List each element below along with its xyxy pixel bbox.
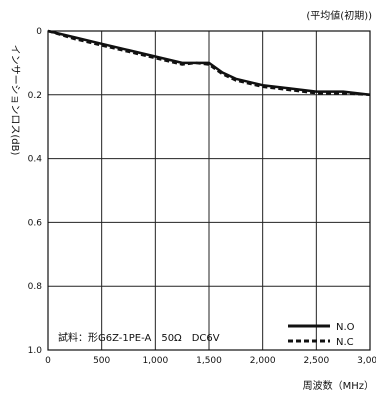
plot-border	[47, 30, 371, 351]
x-tick-label: 500	[93, 356, 110, 366]
legend: N.O N.C	[288, 322, 355, 348]
y-tick-label: 0.8	[28, 282, 43, 292]
annotation-sample: 試料：形G6Z-1PE-A 50Ω DC6V	[58, 331, 220, 344]
legend-label-no: N.O	[336, 322, 355, 333]
x-tick-label: 2,500	[303, 356, 329, 366]
y-tick-label: 0.4	[28, 155, 43, 165]
x-axis-label: 周波数（MHz）	[303, 379, 374, 392]
y-axis-label: インサーションロス(dB)	[9, 45, 21, 156]
legend-label-nc: N.C	[336, 337, 354, 348]
series-line-nc	[47, 29, 371, 97]
chart-subtitle: (平均値(初期))	[306, 9, 372, 22]
plot-frame	[47, 30, 371, 351]
x-tick-label: 1,500	[196, 356, 222, 366]
y-tick-label: 0.6	[28, 218, 43, 228]
ticks: 0 500 1,000 1,500 2,000 2,500 3,000 0 0.2 0.4 0.6 0…	[28, 27, 376, 366]
x-tick-label: 1,000	[142, 356, 168, 366]
y-tick-label: 0.2	[28, 91, 42, 101]
series-line-no	[47, 29, 371, 97]
x-tick-label: 3,000	[357, 356, 376, 366]
y-tick-label: 1.0	[28, 346, 43, 356]
x-tick-label: 2,000	[250, 356, 276, 366]
series-layer	[47, 29, 371, 97]
x-tick-label: 0	[45, 356, 51, 366]
grid	[48, 31, 370, 350]
y-tick-label: 0	[36, 27, 42, 37]
